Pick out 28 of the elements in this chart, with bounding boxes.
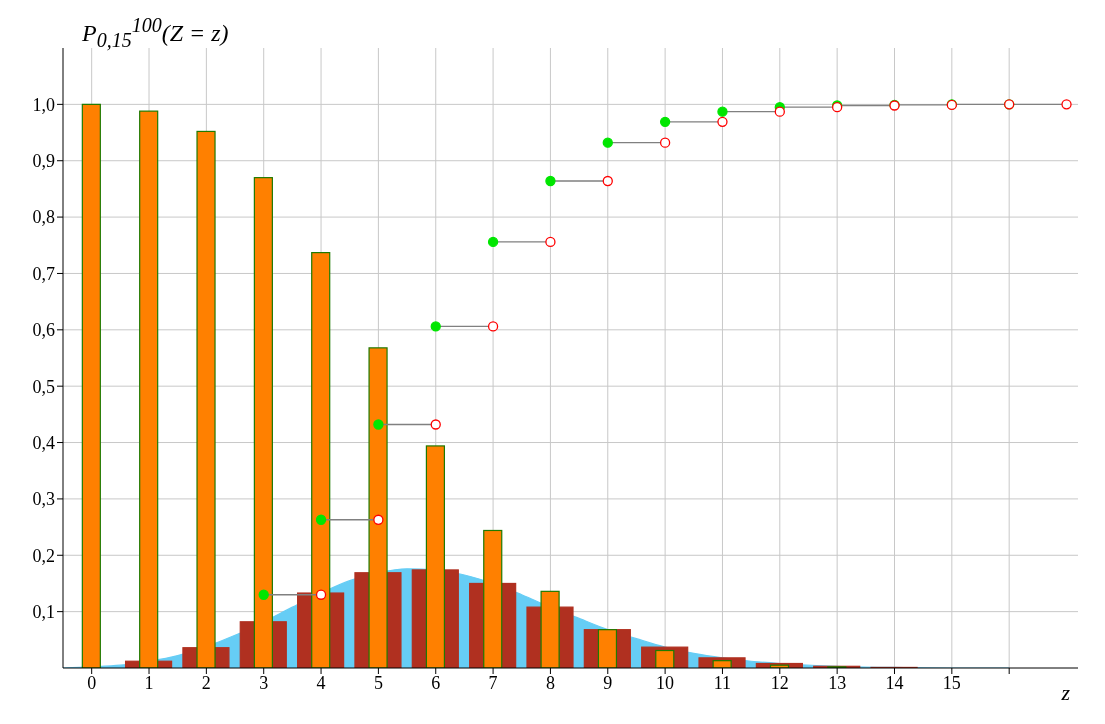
x-tick-label: 7	[488, 672, 498, 693]
x-tick-label: 1	[144, 672, 154, 693]
x-tick-label: 9	[603, 672, 613, 693]
y-tick-label: 0,5	[32, 376, 55, 397]
y-tick-label: 0,3	[32, 489, 55, 510]
y-tick-label: 0,7	[32, 263, 55, 284]
x-tick-label: 0	[87, 672, 97, 693]
x-tick-label: 12	[770, 672, 789, 693]
x-tick-label: 8	[545, 672, 555, 693]
y-tick-label: 0,8	[32, 207, 55, 228]
y-axis-title: P$_{0,15}$$^{100}$(Z = z)	[82, 14, 229, 52]
x-tick-label: 5	[373, 672, 383, 693]
y-tick-label: 0,4	[32, 432, 55, 453]
x-tick-label: 10	[656, 672, 675, 693]
x-tick-label: 3	[259, 672, 269, 693]
x-tick-label: 14	[885, 672, 904, 693]
x-tick-label: 13	[828, 672, 847, 693]
y-tick-label: 0,9	[32, 151, 55, 172]
y-tick-label: 0,6	[32, 320, 55, 341]
y-tick-label: 1,0	[32, 94, 55, 115]
x-tick-label: 6	[431, 672, 441, 693]
y-tick-label: 0,2	[32, 545, 55, 566]
x-axis-title: z	[1060, 680, 1071, 705]
x-tick-label: 4	[316, 672, 326, 693]
y-tick-label: 0,1	[32, 602, 55, 623]
x-tick-label: 11	[713, 672, 732, 693]
x-tick-label: 15	[942, 672, 961, 693]
x-tick-label: 2	[201, 672, 211, 693]
